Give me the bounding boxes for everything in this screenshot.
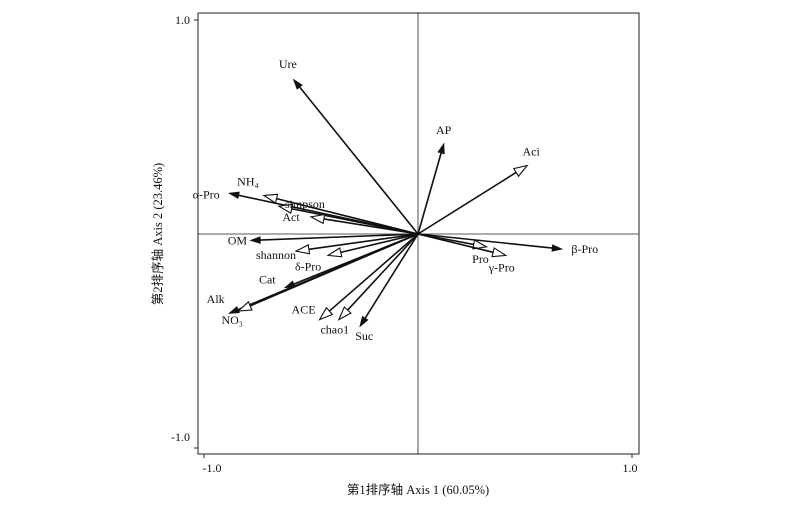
y-tick-label-bottom: -1.0	[171, 430, 190, 444]
y-axis-title: 第2排序轴 Axis 2 (23.46%)	[150, 163, 165, 305]
arrow-line-ace	[328, 233, 419, 312]
arrow-line-om	[260, 233, 419, 241]
arrow-line-ap	[417, 152, 442, 235]
arrow-head-nh4	[262, 193, 279, 204]
arrow-line-ure	[298, 86, 419, 235]
arrow-label-act: Act	[282, 210, 300, 224]
arrow-label-beta-pro: β-Pro	[571, 242, 598, 256]
arrow-head-ure	[292, 78, 303, 90]
arrow-line-shannon	[308, 233, 419, 251]
arrow-head-no3	[236, 300, 253, 312]
x-axis-title: 第1排序轴 Axis 1 (60.05%)	[347, 482, 489, 497]
x-tick-label-right: 1.0	[623, 461, 638, 475]
arrow-label-ure: Ure	[279, 57, 297, 71]
arrow-line-aci	[417, 171, 517, 235]
arrow-line-simpson	[291, 207, 419, 235]
arrow-head-om	[249, 236, 261, 244]
arrow-label-nh4: NH₄	[237, 174, 259, 188]
arrow-line-nh4	[276, 197, 419, 235]
arrow-head-gamma-pro	[491, 247, 508, 258]
arrow-label-alk: Alk	[207, 292, 225, 306]
species-arrows: Ure AP α-Pro OM Cat Alk Suc β-Pro	[193, 57, 598, 343]
arrow-label-shannon: shannon	[256, 248, 296, 262]
arrow-head-shannon	[294, 244, 311, 255]
arrow-label-ace: ACE	[292, 303, 316, 317]
arrow-label-chao1: chao1	[320, 323, 349, 337]
arrow-head-ap	[437, 142, 445, 155]
arrow-label-cat: Cat	[259, 273, 276, 287]
arrow-label-om: OM	[228, 233, 248, 247]
arrow-head-alpha-pro	[227, 191, 240, 200]
y-tick-label-top: 1.0	[175, 13, 190, 27]
arrow-label-no3: NO₃	[221, 313, 243, 327]
arrow-head-ace	[318, 306, 334, 321]
arrow-head-pro	[472, 239, 489, 250]
arrow-label-ap: AP	[436, 123, 452, 137]
arrow-label-suc: Suc	[355, 329, 373, 343]
arrow-line-beta-pro	[417, 233, 553, 249]
arrow-line-act	[323, 218, 419, 235]
arrow-head-act	[309, 213, 326, 225]
arrow-head-chao1	[337, 306, 352, 321]
arrow-label-alpha-pro: α-Pro	[193, 187, 220, 201]
arrow-label-gamma-pro: γ-Pro	[488, 260, 515, 274]
arrow-label-pro: Pro	[472, 252, 489, 266]
arrow-head-delta-pro	[326, 247, 343, 258]
arrow-head-aci	[512, 164, 529, 178]
arrow-head-beta-pro	[551, 244, 564, 252]
arrow-head-alk	[228, 306, 240, 314]
arrow-label-aci: Aci	[522, 145, 540, 159]
arrow-label-delta-pro: δ-Pro	[295, 259, 321, 273]
arrow-line-suc	[364, 233, 419, 319]
plot-frame	[197, 12, 640, 455]
arrow-label-simpson: simpson	[285, 197, 325, 211]
arrow-head-suc	[359, 315, 369, 328]
x-tick-label-left: -1.0	[203, 461, 222, 475]
arrow-line-chao1	[347, 233, 419, 311]
arrow-line-delta-pro	[340, 233, 419, 254]
arrow-head-simpson	[277, 203, 294, 215]
arrow-line-gamma-pro	[417, 233, 494, 254]
arrow-line-no3	[249, 233, 419, 307]
